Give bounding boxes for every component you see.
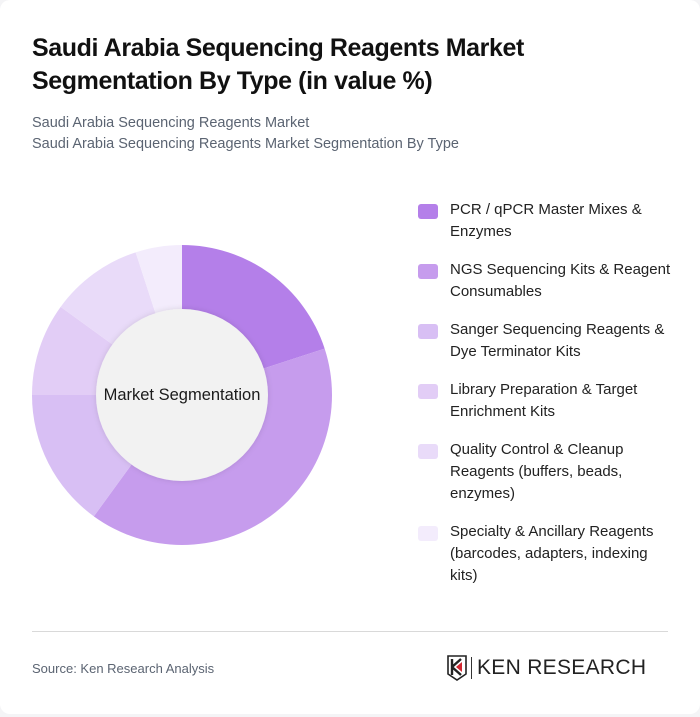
footer-divider bbox=[32, 631, 668, 632]
subtitle-line-1: Saudi Arabia Sequencing Reagents Market bbox=[32, 115, 310, 131]
subtitle-line-2: Saudi Arabia Sequencing Reagents Market … bbox=[32, 136, 459, 152]
legend-label: NGS Sequencing Kits & Reagent Consumable… bbox=[450, 261, 671, 300]
legend-label: PCR / qPCR Master Mixes & Enzymes bbox=[450, 201, 642, 240]
donut-svg bbox=[32, 245, 333, 545]
chart-title: Saudi Arabia Sequencing Reagents Market … bbox=[32, 34, 524, 95]
legend-label: Sanger Sequencing Reagents & Dye Termina… bbox=[450, 321, 665, 360]
legend-item: NGS Sequencing Kits & Reagent Consumable… bbox=[418, 259, 678, 303]
source-note: Source: Ken Research Analysis bbox=[32, 661, 215, 676]
legend-item: Library Preparation & Target Enrichment … bbox=[418, 379, 678, 423]
legend-item: Specialty & Ancillary Reagents (barcodes… bbox=[418, 521, 678, 587]
donut-hole bbox=[96, 309, 268, 481]
legend-item: Sanger Sequencing Reagents & Dye Termina… bbox=[418, 319, 678, 363]
logo-separator bbox=[471, 657, 472, 679]
legend-swatch bbox=[418, 526, 438, 541]
legend-label: Specialty & Ancillary Reagents (barcodes… bbox=[450, 523, 654, 584]
legend-item: Quality Control & Cleanup Reagents (buff… bbox=[418, 439, 678, 505]
legend-item: PCR / qPCR Master Mixes & Enzymes bbox=[418, 199, 678, 243]
legend-swatch bbox=[418, 384, 438, 399]
legend-swatch bbox=[418, 204, 438, 219]
donut-chart: Market Segmentation bbox=[30, 243, 334, 547]
ken-research-logo: KEN RESEARCH bbox=[447, 654, 646, 682]
chart-legend: PCR / qPCR Master Mixes & Enzymes NGS Se… bbox=[418, 199, 678, 603]
legend-swatch bbox=[418, 264, 438, 279]
legend-label: Quality Control & Cleanup Reagents (buff… bbox=[450, 441, 624, 502]
chart-subtitle: Saudi Arabia Sequencing Reagents Market … bbox=[32, 113, 632, 155]
legend-swatch bbox=[418, 324, 438, 339]
legend-swatch bbox=[418, 444, 438, 459]
ken-research-shield-icon bbox=[447, 655, 467, 681]
logo-text: KEN RESEARCH bbox=[477, 656, 647, 679]
legend-label: Library Preparation & Target Enrichment … bbox=[450, 381, 638, 420]
